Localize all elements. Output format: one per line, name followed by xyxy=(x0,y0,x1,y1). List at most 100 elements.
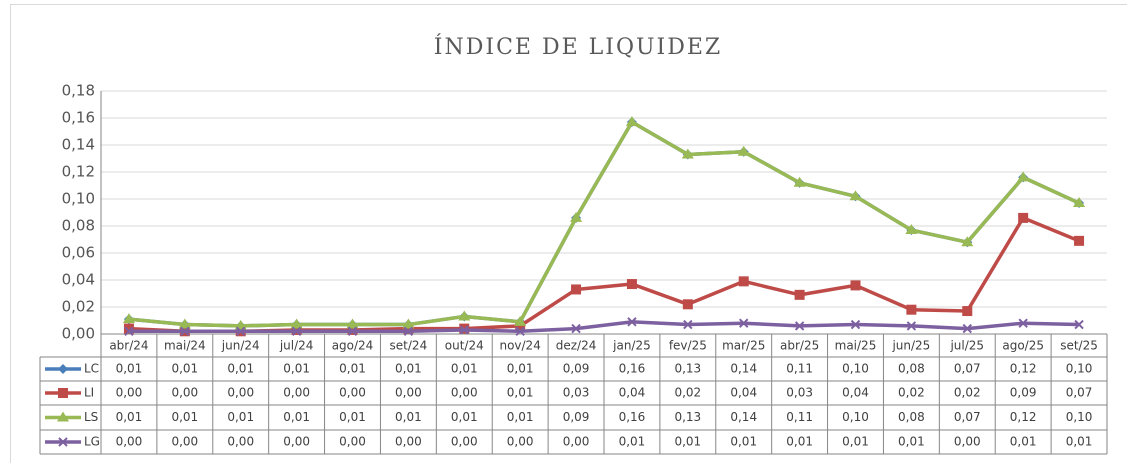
marker xyxy=(850,280,861,291)
table-cell: 0,01 xyxy=(339,362,366,376)
table-cell: 0,00 xyxy=(451,435,478,449)
table-cell: 0,00 xyxy=(171,386,198,400)
table-cell: 0,00 xyxy=(395,386,422,400)
x-tick-label: jul/25 xyxy=(949,339,984,353)
table-cell: 0,09 xyxy=(563,410,590,424)
table-cell: 0,01 xyxy=(1066,435,1093,449)
table-cell: 0,01 xyxy=(227,410,254,424)
table-cell: 0,00 xyxy=(339,435,366,449)
table-cell: 0,01 xyxy=(171,362,198,376)
y-tick-label: 0,16 xyxy=(62,109,95,127)
marker xyxy=(1074,319,1084,330)
series-line xyxy=(128,120,1080,328)
table-cell: 0,07 xyxy=(954,362,981,376)
x-tick-label: ago/24 xyxy=(332,339,374,353)
table-cell: 0,14 xyxy=(730,362,757,376)
marker xyxy=(403,326,414,337)
marker xyxy=(627,317,637,327)
table-cell: 0,16 xyxy=(619,362,646,376)
table-cell: 0,12 xyxy=(1010,410,1037,424)
table-cell: 0,10 xyxy=(842,410,869,424)
table-cell: 0,01 xyxy=(1010,435,1037,449)
marker xyxy=(1017,171,1030,182)
marker xyxy=(571,323,581,334)
table-cell: 0,03 xyxy=(563,386,590,400)
table-cell: 0,08 xyxy=(898,362,925,376)
table-cell: 0,10 xyxy=(842,362,869,376)
table-cell: 0,00 xyxy=(283,386,310,400)
table-cell: 0,09 xyxy=(563,362,590,376)
x-tick-label: set/25 xyxy=(1060,339,1098,353)
marker xyxy=(570,211,583,222)
table-cell: 0,00 xyxy=(227,386,254,400)
marker xyxy=(347,326,358,337)
x-tick-label: jun/24 xyxy=(221,339,260,353)
table-cell: 0,00 xyxy=(563,435,590,449)
marker xyxy=(178,318,191,329)
chart-title: ÍNDICE DE LIQUIDEZ xyxy=(434,33,722,60)
table-cell: 0,12 xyxy=(1010,362,1037,376)
table-cell: 0,01 xyxy=(395,362,422,376)
table-cell: 0,00 xyxy=(507,435,534,449)
legend-label: LC xyxy=(84,362,99,376)
marker xyxy=(458,310,471,321)
x-tick-label: out/24 xyxy=(445,339,484,353)
marker xyxy=(459,325,469,335)
table-cell: 0,01 xyxy=(730,435,757,449)
x-tick-label: jun/25 xyxy=(891,339,930,353)
marker xyxy=(122,313,135,324)
marker xyxy=(291,326,302,337)
y-tick-label: 0,00 xyxy=(62,325,95,343)
marker xyxy=(849,190,862,201)
table-cell: 0,01 xyxy=(786,435,813,449)
table-cell: 0,01 xyxy=(339,410,366,424)
table-cell: 0,09 xyxy=(1010,386,1037,400)
legend-label: LS xyxy=(84,410,98,424)
x-tick-label: mai/25 xyxy=(835,339,877,353)
table-cell: 0,00 xyxy=(171,435,198,449)
marker xyxy=(124,326,134,337)
marker xyxy=(1074,235,1085,246)
table-cell: 0,01 xyxy=(227,362,254,376)
table-cell: 0,02 xyxy=(898,386,925,400)
marker xyxy=(57,411,69,422)
y-tick-label: 0,08 xyxy=(62,217,95,235)
marker xyxy=(793,176,806,187)
table-cell: 0,02 xyxy=(674,386,701,400)
legend-marker xyxy=(57,411,69,422)
marker xyxy=(626,279,637,290)
marker xyxy=(962,323,972,334)
x-tick-label: abr/24 xyxy=(109,339,148,353)
legend-label: LG xyxy=(84,435,100,449)
marker xyxy=(58,364,68,374)
table-cell: 0,01 xyxy=(507,410,534,424)
legend-marker xyxy=(58,364,68,374)
table-cell: 0,04 xyxy=(842,386,869,400)
table-cell: 0,00 xyxy=(339,386,366,400)
table-cell: 0,04 xyxy=(730,386,757,400)
table-cell: 0,00 xyxy=(283,435,310,449)
table-cell: 0,11 xyxy=(786,410,813,424)
marker xyxy=(625,116,638,127)
marker xyxy=(236,326,246,337)
marker xyxy=(1073,197,1086,208)
x-tick-label: mar/25 xyxy=(722,339,765,353)
table-cell: 0,00 xyxy=(116,435,143,449)
table-cell: 0,13 xyxy=(674,410,701,424)
marker xyxy=(738,276,749,287)
y-tick-label: 0,04 xyxy=(62,271,95,289)
table-cell: 0,01 xyxy=(395,410,422,424)
marker xyxy=(515,326,525,337)
table-cell: 0,00 xyxy=(395,435,422,449)
marker xyxy=(290,318,303,329)
y-tick-label: 0,10 xyxy=(62,190,95,208)
series-line xyxy=(128,120,1080,328)
table-cell: 0,01 xyxy=(619,435,646,449)
table-cell: 0,01 xyxy=(283,362,310,376)
marker xyxy=(515,320,526,331)
x-tick-label: nov/24 xyxy=(499,339,540,353)
x-tick-label: jul/24 xyxy=(279,339,314,353)
marker xyxy=(514,315,527,326)
chart-frame xyxy=(10,4,1127,463)
table-cell: 0,01 xyxy=(283,410,310,424)
